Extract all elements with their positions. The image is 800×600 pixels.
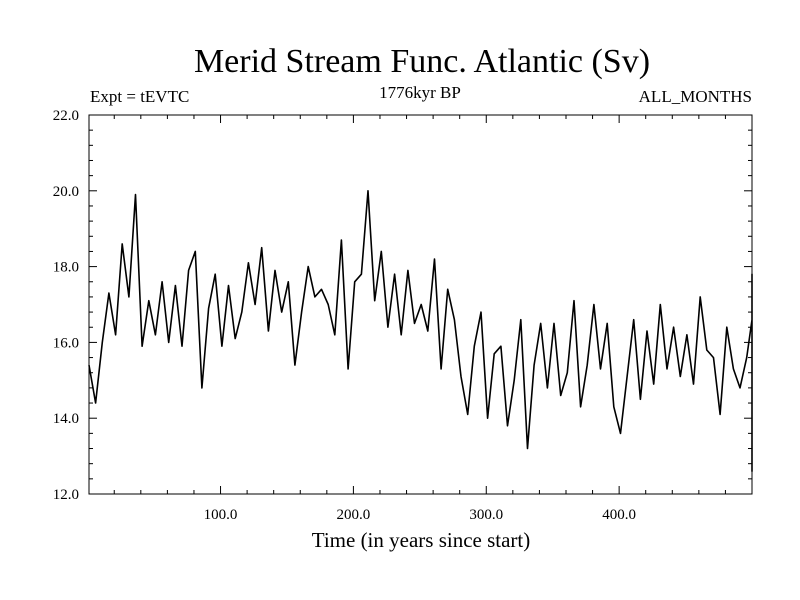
x-tick-label: 400.0 [602, 507, 636, 523]
y-tick-label: 22.0 [53, 108, 79, 124]
x-axis-label: Time (in years since start) [312, 528, 531, 552]
x-tick-label: 200.0 [337, 507, 371, 523]
x-tick-label: 100.0 [204, 507, 238, 523]
y-tick-label: 16.0 [53, 335, 79, 351]
period-label: 1776kyr BP [379, 83, 461, 102]
y-tick-label: 18.0 [53, 260, 79, 276]
y-tick-label: 12.0 [53, 487, 79, 503]
y-tick-label: 20.0 [53, 184, 79, 200]
chart-title: Merid Stream Func. Atlantic (Sv) [194, 43, 650, 80]
x-tick-label: 300.0 [469, 507, 503, 523]
months-label: ALL_MONTHS [639, 87, 752, 106]
experiment-label: Expt = tEVTC [90, 87, 189, 106]
series-line [88, 190, 753, 473]
y-tick-label: 14.0 [53, 411, 79, 427]
